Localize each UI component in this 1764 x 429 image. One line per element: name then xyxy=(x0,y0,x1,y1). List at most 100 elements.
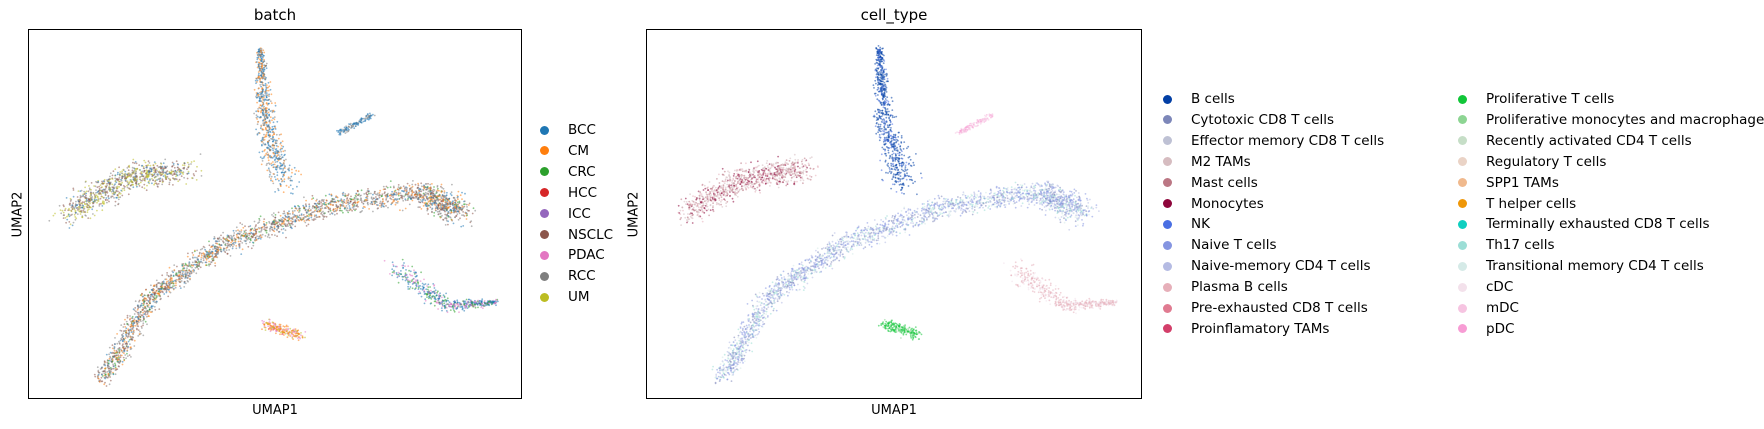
legend-item: NSCLC xyxy=(540,226,613,244)
legend-label: Naive T cells xyxy=(1191,237,1277,254)
legend-item: B cells xyxy=(1163,90,1235,108)
legend-item: Naive T cells xyxy=(1163,236,1277,254)
legend-marker xyxy=(1163,240,1172,250)
legend-label: Mast cells xyxy=(1191,174,1258,191)
legend-marker xyxy=(1458,178,1467,188)
legend-item: ICC xyxy=(540,205,591,223)
legend-label: B cells xyxy=(1191,91,1235,107)
legend-item: Proinflamatory TAMs xyxy=(1163,320,1329,338)
legend-item: Proliferative monocytes and macrophages xyxy=(1458,111,1764,129)
legend-marker xyxy=(1163,219,1172,229)
legend-item: Effector memory CD8 T cells xyxy=(1163,132,1384,150)
legend-item: Recently activated CD4 T cells xyxy=(1458,132,1692,150)
x-axis-label: UMAP1 xyxy=(252,403,298,418)
legend-marker xyxy=(1458,324,1467,334)
plot-area xyxy=(646,29,1142,399)
legend-label: Th17 cells xyxy=(1486,237,1555,254)
legend-label: Cytotoxic CD8 T cells xyxy=(1191,111,1335,128)
legend-marker xyxy=(1458,219,1467,229)
legend-label: Monocytes xyxy=(1191,195,1264,212)
legend-marker xyxy=(1458,136,1467,146)
legend-item: RCC xyxy=(540,267,596,285)
legend-label: CM xyxy=(568,142,590,159)
legend-item: Proliferative T cells xyxy=(1458,90,1614,108)
legend-item: cDC xyxy=(1458,278,1513,296)
legend-label: Proinflamatory TAMs xyxy=(1191,320,1330,337)
scatter-points xyxy=(677,45,1118,385)
legend-marker xyxy=(1163,157,1172,167)
legend-label: Naive-memory CD4 T cells xyxy=(1191,258,1371,275)
legend-marker xyxy=(1458,282,1467,292)
legend-item: NK xyxy=(1163,215,1210,233)
legend-marker xyxy=(1163,178,1172,188)
legend-item: CRC xyxy=(540,163,596,181)
legend-item: Monocytes xyxy=(1163,195,1264,213)
legend-item: BCC xyxy=(540,121,596,139)
legend-label: Plasma B cells xyxy=(1191,279,1288,296)
legend-label: Recently activated CD4 T cells xyxy=(1486,132,1692,149)
legend-marker xyxy=(540,188,549,198)
legend-item: Terminally exhausted CD8 T cells xyxy=(1458,215,1710,233)
legend-item: UM xyxy=(540,288,590,306)
legend-marker xyxy=(1458,157,1467,167)
legend-item: M2 TAMs xyxy=(1163,153,1251,171)
legend-label: Regulatory T cells xyxy=(1486,153,1607,170)
legend-label: NSCLC xyxy=(568,226,614,243)
legend-label: pDC xyxy=(1486,320,1515,337)
chart-title: batch xyxy=(253,6,297,24)
legend-marker xyxy=(1458,94,1467,104)
legend-marker xyxy=(1163,115,1172,125)
legend-label: UM xyxy=(568,289,590,306)
legend-label: M2 TAMs xyxy=(1191,153,1251,170)
legend-label: Proliferative T cells xyxy=(1486,91,1615,107)
y-axis-label: UMAP2 xyxy=(626,191,642,238)
legend-marker xyxy=(1458,303,1467,313)
legend-marker xyxy=(540,209,549,219)
legend-marker xyxy=(1458,199,1467,208)
legend-item: T helper cells xyxy=(1458,195,1576,213)
legend-item: Regulatory T cells xyxy=(1458,153,1606,171)
legend-marker xyxy=(1163,324,1172,334)
legend-marker xyxy=(540,250,549,260)
legend-label: RCC xyxy=(568,268,596,285)
y-axis-label: UMAP2 xyxy=(10,191,26,238)
legend-label: Transitional memory CD4 T cells xyxy=(1486,258,1704,275)
legend-item: Transitional memory CD4 T cells xyxy=(1458,257,1704,275)
legend-label: HCC xyxy=(568,184,598,201)
legend-marker xyxy=(1458,240,1467,250)
legend-label: T helper cells xyxy=(1486,195,1577,212)
legend-item: Th17 cells xyxy=(1458,236,1555,254)
x-axis-label: UMAP1 xyxy=(871,403,917,418)
legend-label: Terminally exhausted CD8 T cells xyxy=(1486,216,1710,233)
legend-marker xyxy=(1163,94,1172,104)
legend-item: Naive-memory CD4 T cells xyxy=(1163,257,1371,275)
legend-marker xyxy=(540,167,549,177)
legend-item: Plasma B cells xyxy=(1163,278,1288,296)
legend-marker xyxy=(1163,303,1172,313)
legend-label: Proliferative monocytes and macrophages xyxy=(1486,111,1764,128)
legend-item: HCC xyxy=(540,184,597,202)
legend-item: PDAC xyxy=(540,246,605,264)
legend-label: ICC xyxy=(568,205,591,222)
legend-label: mDC xyxy=(1486,300,1519,316)
legend-marker xyxy=(1163,136,1172,146)
legend-item: Cytotoxic CD8 T cells xyxy=(1163,111,1334,129)
legend-marker xyxy=(1163,199,1172,208)
legend-label: cDC xyxy=(1486,279,1514,296)
legend-item: CM xyxy=(540,142,589,160)
legend-label: CRC xyxy=(568,163,596,180)
legend-label: NK xyxy=(1191,216,1210,233)
legend-marker xyxy=(1458,115,1467,125)
legend-marker xyxy=(540,292,549,302)
legend-item: SPP1 TAMs xyxy=(1458,174,1559,192)
legend-marker xyxy=(1458,261,1467,271)
plot-area xyxy=(28,29,522,399)
legend-label: Pre-exhausted CD8 T cells xyxy=(1191,300,1368,316)
legend-marker xyxy=(540,125,549,135)
legend-label: SPP1 TAMs xyxy=(1486,174,1559,191)
legend-item: mDC xyxy=(1458,299,1519,317)
legend-item: Pre-exhausted CD8 T cells xyxy=(1163,299,1368,317)
legend-label: PDAC xyxy=(568,247,605,264)
legend-label: BCC xyxy=(568,122,596,138)
legend-item: Mast cells xyxy=(1163,174,1258,192)
